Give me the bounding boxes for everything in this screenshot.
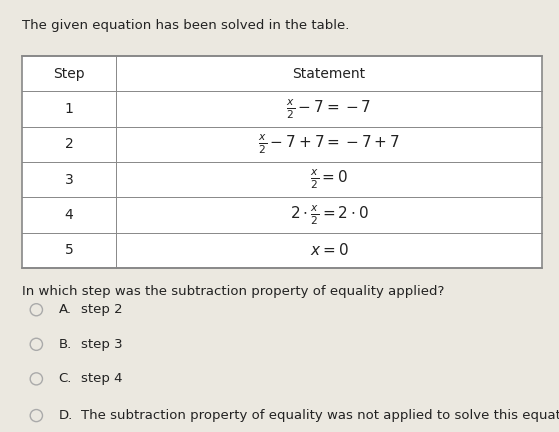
Text: The given equation has been solved in the table.: The given equation has been solved in th… (22, 19, 350, 32)
Text: step 3: step 3 (81, 338, 122, 351)
Text: $\frac{x}{2} - 7 = -7$: $\frac{x}{2} - 7 = -7$ (286, 97, 372, 121)
Text: In which step was the subtraction property of equality applied?: In which step was the subtraction proper… (22, 285, 445, 298)
Text: Statement: Statement (292, 67, 366, 81)
Text: $\frac{x}{2} - 7 + 7 = -7 + 7$: $\frac{x}{2} - 7 + 7 = -7 + 7$ (258, 133, 400, 156)
Text: 4: 4 (65, 208, 74, 222)
Text: 1: 1 (65, 102, 74, 116)
Text: step 4: step 4 (81, 372, 122, 385)
Text: $x = 0$: $x = 0$ (310, 242, 348, 258)
Text: step 2: step 2 (81, 303, 122, 316)
Text: The subtraction property of equality was not applied to solve this equation.: The subtraction property of equality was… (81, 409, 559, 422)
Text: 5: 5 (65, 243, 74, 257)
Text: $2 \cdot \frac{x}{2} = 2 \cdot 0$: $2 \cdot \frac{x}{2} = 2 \cdot 0$ (290, 203, 368, 227)
Text: B.: B. (59, 338, 72, 351)
Text: 3: 3 (65, 173, 74, 187)
Text: 2: 2 (65, 137, 74, 151)
Bar (22, 56, 542, 268)
Text: $\frac{x}{2} = 0$: $\frac{x}{2} = 0$ (310, 168, 348, 191)
Text: C.: C. (59, 372, 72, 385)
Text: D.: D. (59, 409, 73, 422)
Text: Step: Step (53, 67, 85, 81)
Text: A.: A. (59, 303, 72, 316)
